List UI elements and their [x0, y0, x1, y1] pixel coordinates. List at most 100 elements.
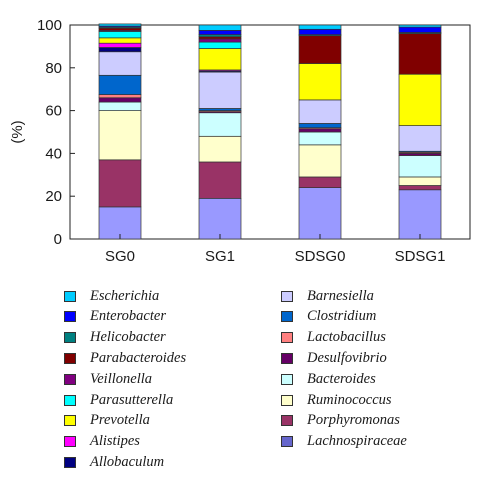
- bar-segment-parasutterella-sg1: [198, 41, 242, 49]
- legend-label: Ruminococcus: [307, 391, 392, 408]
- bar-segment-lachnospiraceae-sg1: [198, 197, 242, 240]
- legend-swatch: [281, 415, 293, 427]
- legend-swatch: [64, 373, 76, 385]
- chart-axes: 0 20 40 60 80 100 (%): [9, 17, 471, 248]
- bar-segment-porphyromonas-sdsg0: [298, 176, 342, 188]
- legend-item-enterobacter: Enterobacter: [64, 307, 166, 327]
- legend-swatch: [64, 436, 76, 448]
- legend-label: Parasutterella: [90, 391, 174, 408]
- legend-item-bacteroides: Bacteroides: [281, 369, 376, 389]
- bar-segment-ruminococcus-sg1: [198, 135, 242, 163]
- stacked-bar-chart: 0 20 40 60 80 100 (%) SG0 SG1 SDSG0 SDSG1: [9, 17, 471, 265]
- y-tick-label: 20: [45, 188, 62, 205]
- bar-segment-ruminococcus-sdsg0: [298, 144, 342, 178]
- bar-segment-prevotella-sdsg0: [298, 63, 342, 101]
- legend-swatch: [281, 394, 293, 406]
- bar-segment-barnesiella-sdsg0: [298, 99, 342, 124]
- bar-segment-lachnospiraceae-sdsg0: [298, 187, 342, 240]
- legend-label: Alistipes: [90, 433, 140, 450]
- legend-label: Helicobacter: [90, 329, 166, 346]
- y-tick-label: 0: [54, 231, 62, 248]
- category-label-sg1: SG1: [205, 248, 235, 265]
- legend-item-ruminococcus: Ruminococcus: [281, 390, 392, 410]
- legend-item-veillonella: Veillonella: [64, 369, 152, 389]
- legend-item-lachnospiraceae: Lachnospiraceae: [281, 432, 407, 452]
- bar-segment-prevotella-sg1: [198, 48, 242, 71]
- bar-segment-barnesiella-sdsg1: [398, 125, 442, 152]
- legend-label: Desulfovibrio: [307, 349, 387, 366]
- bar-segment-enterobacter-sg1: [198, 30, 242, 35]
- legend-label: Bacteroides: [307, 370, 376, 387]
- legend-label: Lactobacillus: [307, 329, 386, 346]
- bar-segment-prevotella-sg0: [98, 37, 142, 44]
- bar-segment-desulfovibrio-sdsg0: [298, 128, 342, 133]
- bar-segment-escherichia-sdsg1: [398, 24, 442, 28]
- bar-segment-allobaculum-sg0: [98, 47, 142, 53]
- legend-label: Clostridium: [307, 308, 377, 325]
- legend-swatch: [281, 332, 293, 344]
- bar-segment-clostridium-sg0: [98, 74, 142, 95]
- legend-item-porphyromonas: Porphyromonas: [281, 411, 400, 431]
- legend-item-parabacteroides: Parabacteroides: [64, 348, 186, 368]
- category-label-sg0: SG0: [105, 248, 135, 265]
- legend-item-barnesiella: Barnesiella: [281, 286, 374, 306]
- legend-swatch: [281, 373, 293, 385]
- legend-label: Lachnospiraceae: [307, 433, 407, 450]
- bar-segment-bacteroides-sdsg0: [298, 131, 342, 146]
- legend-swatch: [281, 311, 293, 323]
- bar-segment-parabacteroides-sdsg1: [398, 33, 442, 75]
- legend-item-prevotella: Prevotella: [64, 411, 150, 431]
- category-label-sdsg1: SDSG1: [395, 248, 446, 265]
- legend-item-desulfovibrio: Desulfovibrio: [281, 348, 387, 368]
- legend-item-parasutterella: Parasutterella: [64, 390, 173, 410]
- legend-label: Veillonella: [90, 370, 153, 387]
- bar-segment-lachnospiraceae-sdsg1: [398, 189, 442, 240]
- bar-segment-escherichia-sg0: [98, 23, 142, 27]
- bar-segment-barnesiella-sg0: [98, 51, 142, 76]
- legend-label: Barnesiella: [307, 287, 374, 304]
- bar-segment-clostridium-sdsg0: [298, 123, 342, 129]
- bar-segment-ruminococcus-sg0: [98, 110, 142, 161]
- bar-segment-escherichia-sg1: [198, 24, 242, 31]
- legend-label: Parabacteroides: [90, 349, 187, 366]
- y-tick-label: 40: [45, 145, 62, 162]
- legend-item-escherichia: Escherichia: [64, 286, 159, 306]
- bar-segment-prevotella-sdsg1: [398, 73, 442, 126]
- legend-swatch: [281, 352, 293, 364]
- legend-item-lactobacillus: Lactobacillus: [281, 328, 386, 348]
- bar-segment-veillonella-sg1: [198, 38, 242, 43]
- legend-swatch: [64, 394, 76, 406]
- bar-segment-enterobacter-sdsg1: [398, 26, 442, 33]
- legend-item-alistipes: Alistipes: [64, 432, 140, 452]
- legend-swatch: [64, 290, 76, 302]
- legend-label: Allobaculum: [90, 453, 165, 470]
- bar-segment-porphyromonas-sdsg1: [398, 185, 442, 191]
- y-tick-label: 60: [45, 103, 62, 120]
- bar-segment-bacteroides-sg1: [198, 112, 242, 137]
- plot-frame: [69, 24, 471, 240]
- chart-bars: [98, 23, 442, 240]
- legend-swatch: [64, 332, 76, 344]
- legend-swatch: [64, 311, 76, 323]
- bar-segment-barnesiella-sg1: [198, 71, 242, 109]
- bar-segment-alistipes-sg0: [98, 42, 142, 48]
- bar-segment-parabacteroides-sdsg0: [298, 35, 342, 64]
- y-axis-label: (%): [9, 120, 26, 143]
- legend-item-allobaculum: Allobaculum: [64, 452, 164, 472]
- bar-segment-parasutterella-sg0: [98, 31, 142, 39]
- bar-segment-porphyromonas-sg1: [198, 161, 242, 199]
- y-tick-label: 80: [45, 60, 62, 77]
- bar-segment-escherichia-sdsg0: [298, 24, 342, 30]
- bar-segment-ruminococcus-sdsg1: [398, 176, 442, 186]
- legend-swatch: [281, 290, 293, 302]
- legend-swatch: [64, 352, 76, 364]
- legend-label: Enterobacter: [90, 308, 166, 325]
- legend-swatch: [64, 415, 76, 427]
- y-tick-label: 100: [37, 17, 62, 34]
- legend-label: Escherichia: [90, 287, 160, 304]
- bar-segment-desulfovibrio-sg0: [98, 97, 142, 103]
- legend-item-helicobacter: Helicobacter: [64, 328, 166, 348]
- bar-segment-lactobacillus-sg0: [98, 94, 142, 99]
- legend-item-clostridium: Clostridium: [281, 307, 376, 327]
- chart-labels: SG0 SG1 SDSG0 SDSG1: [105, 234, 445, 265]
